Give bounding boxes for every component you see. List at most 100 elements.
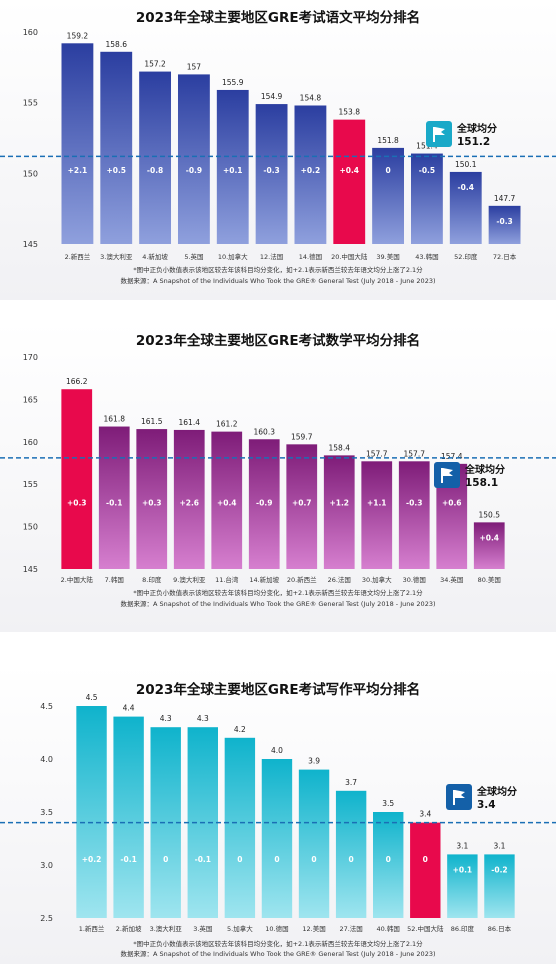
x-tick-label: 27.法国 xyxy=(339,924,362,933)
x-tick-label: 14.新加坡 xyxy=(249,575,279,584)
bar-value-label: 150.5 xyxy=(479,510,501,519)
bar-value-label: 160.3 xyxy=(254,427,276,436)
bar xyxy=(294,105,327,244)
bar-value-label: 157.2 xyxy=(144,60,166,69)
bar xyxy=(98,426,130,569)
bar-change-label: -0.3 xyxy=(263,166,279,175)
bar-change-label: +0.2 xyxy=(82,855,102,864)
x-tick-label: 43.韩国 xyxy=(415,252,438,261)
bar xyxy=(361,461,393,569)
bar-value-label: 4.3 xyxy=(160,714,172,723)
bar-change-label: +0.4 xyxy=(339,166,359,175)
bar-value-label: 4.2 xyxy=(234,725,246,734)
bar-change-label: +0.1 xyxy=(223,166,243,175)
footnote: *图中正负小数值表示该地区较去年该科目均分变化，如+2.1表示新西兰较去年语文均… xyxy=(133,939,423,948)
bar xyxy=(447,854,478,918)
bar xyxy=(372,147,405,244)
bar-change-label: -0.5 xyxy=(419,166,435,175)
y-tick-label: 160 xyxy=(23,28,38,37)
bar-change-label: +0.1 xyxy=(453,865,473,874)
x-tick-label: 40.韩国 xyxy=(377,924,400,933)
bar-value-label: 153.8 xyxy=(339,108,361,117)
bar-value-label: 151.8 xyxy=(377,136,399,145)
x-tick-label: 30.德国 xyxy=(403,575,426,584)
bar xyxy=(410,822,441,918)
flag-icon xyxy=(441,468,453,483)
bar-value-label: 166.2 xyxy=(66,377,88,386)
bar-value-label: 159.2 xyxy=(67,31,89,40)
bar-change-label: 0 xyxy=(163,855,168,864)
bar xyxy=(484,854,515,918)
bar-value-label: 4.3 xyxy=(197,714,209,723)
flag-icon xyxy=(433,127,445,142)
verbal-chart: 2023年全球主要地区GRE考试语文平均分排名 145 150 155 160 159.2… xyxy=(0,0,556,300)
bar-value-label: 161.5 xyxy=(141,417,163,426)
bar-value-label: 157 xyxy=(187,62,202,71)
x-tick-label: 2.新西兰 xyxy=(65,252,91,261)
bar-change-label: 0 xyxy=(349,855,354,864)
bar-change-label: 0 xyxy=(237,855,242,864)
x-tick-label: 86.印度 xyxy=(451,924,475,933)
bar xyxy=(286,444,318,569)
x-tick-label: 34.英国 xyxy=(440,575,463,584)
bar-value-label: 4.4 xyxy=(123,704,135,713)
bar-change-label: +0.3 xyxy=(142,498,162,507)
global-average-title: 全球均分 xyxy=(464,463,505,476)
x-tick-label: 10.德国 xyxy=(265,924,288,933)
y-tick-label: 3.0 xyxy=(40,861,53,870)
bar xyxy=(61,389,93,569)
bar-change-label: +0.7 xyxy=(292,498,312,507)
x-tick-label: 4.新加坡 xyxy=(142,252,168,261)
bar-value-label: 3.1 xyxy=(456,841,468,850)
bar-value-label: 157.7 xyxy=(366,449,388,458)
bar xyxy=(473,522,505,569)
bar-change-label: +0.5 xyxy=(106,166,126,175)
y-tick-label: 165 xyxy=(23,395,38,404)
bar-change-label: 0 xyxy=(386,855,391,864)
x-tick-label: 39.美国 xyxy=(376,252,399,261)
flag-icon xyxy=(453,790,465,805)
bar-change-label: -0.1 xyxy=(106,498,122,507)
bar xyxy=(216,89,249,245)
y-tick-label: 155 xyxy=(23,480,38,489)
bar-value-label: 150.1 xyxy=(455,160,477,169)
y-tick-label: 150 xyxy=(23,169,38,178)
bar xyxy=(335,790,367,918)
x-tick-label: 5.英国 xyxy=(184,252,203,261)
bar xyxy=(255,104,288,244)
x-tick-label: 8.印度 xyxy=(142,575,162,584)
bar-change-label: -0.4 xyxy=(458,183,474,192)
bar-value-label: 154.8 xyxy=(300,93,322,102)
x-tick-label: 30.加拿大 xyxy=(362,575,392,584)
bar-value-label: 3.7 xyxy=(345,778,357,787)
bar-value-label: 147.7 xyxy=(494,194,516,203)
bar-value-label: 161.4 xyxy=(179,418,201,427)
bar-value-label: 161.2 xyxy=(216,420,238,429)
global-average-title: 全球均分 xyxy=(476,785,517,798)
bar-change-label: 0 xyxy=(385,166,390,175)
bar xyxy=(261,759,293,918)
x-tick-label: 11.台湾 xyxy=(215,575,239,584)
bar-change-label: 0 xyxy=(423,855,428,864)
bar-change-label: +0.4 xyxy=(217,498,237,507)
bar xyxy=(113,716,144,918)
y-tick-label: 145 xyxy=(23,565,38,574)
x-tick-label: 26.法国 xyxy=(328,575,351,584)
x-tick-label: 3.英国 xyxy=(193,924,212,933)
x-tick-label: 1.新西兰 xyxy=(79,924,105,933)
y-tick-label: 155 xyxy=(23,99,38,108)
bar-change-label: +0.4 xyxy=(479,533,499,542)
bar-change-label: +0.3 xyxy=(67,498,87,507)
bar xyxy=(298,769,330,918)
x-tick-label: 12.美国 xyxy=(302,924,325,933)
x-tick-label: 12.法国 xyxy=(260,252,283,261)
global-average-value: 158.1 xyxy=(465,477,498,489)
bar-value-label: 155.9 xyxy=(222,78,244,87)
y-tick-label: 170 xyxy=(23,353,38,362)
bar xyxy=(398,461,430,569)
bar-value-label: 154.9 xyxy=(261,92,283,101)
chart-title: 2023年全球主要地区GRE考试语文平均分排名 xyxy=(136,9,420,26)
bar-value-label: 158.6 xyxy=(106,40,128,49)
x-tick-label: 3.澳大利亚 xyxy=(150,924,183,933)
